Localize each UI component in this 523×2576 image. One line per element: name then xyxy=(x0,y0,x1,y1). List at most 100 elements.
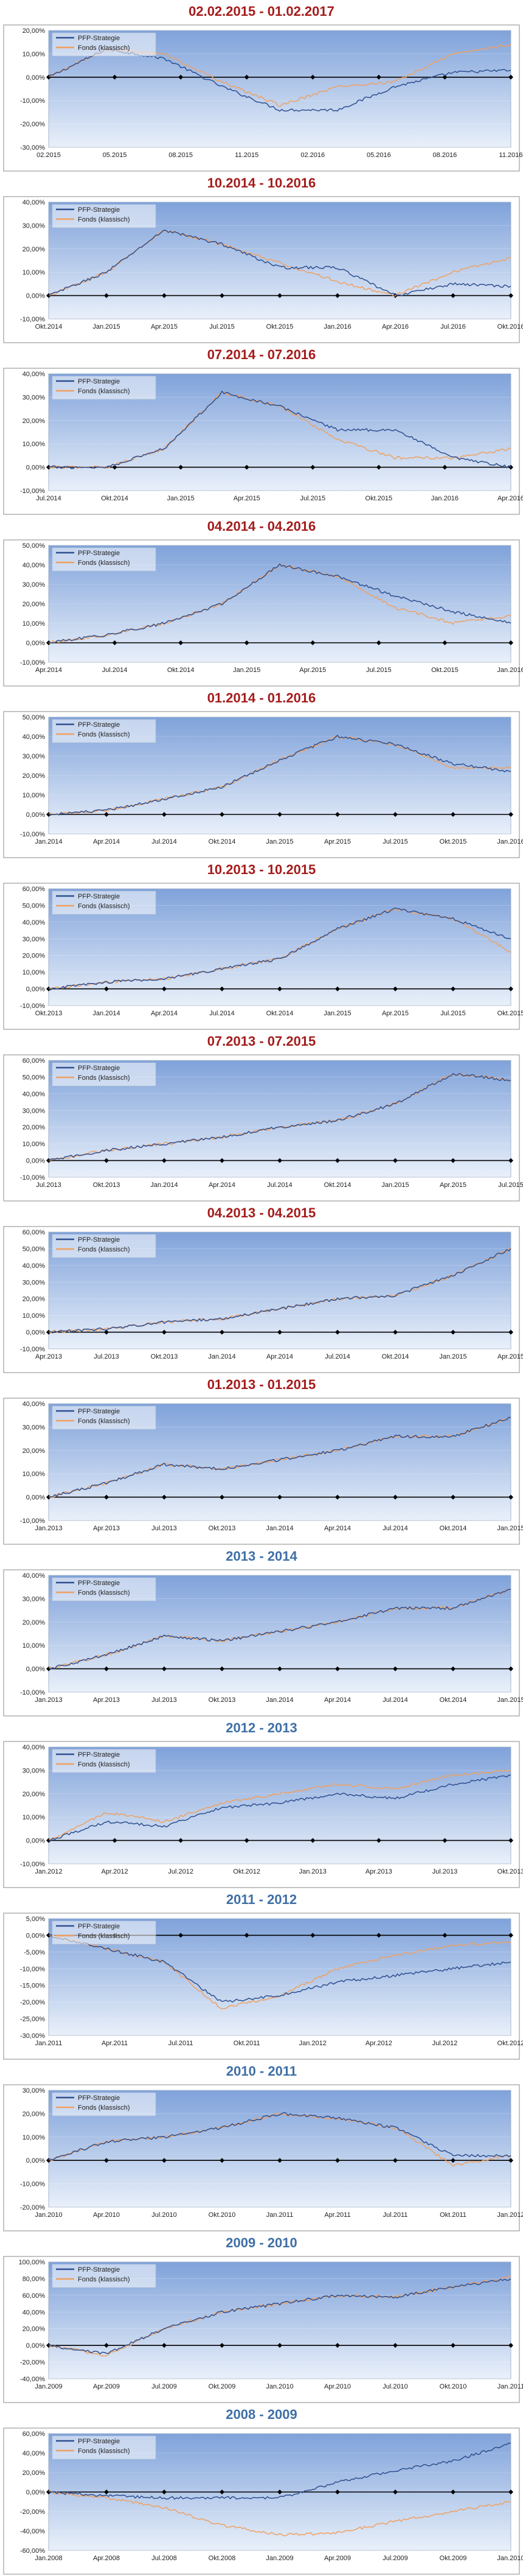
x-tick-marker xyxy=(451,293,455,298)
chart-panel: 2012 - 2013 40,00% 30,00% 20,00% 10,00% 0,00%… xyxy=(0,1717,523,1888)
x-tick-marker xyxy=(220,293,224,298)
line-chart: 40,00%30,00%20,00%10,00%0,00%-10,00%Jan.… xyxy=(3,1569,523,1717)
x-tick-label: Jan.2012 xyxy=(497,2211,523,2219)
plot-area xyxy=(48,1746,511,1864)
y-tick-label: -10,00% xyxy=(20,1346,45,1353)
legend-label: Fonds (klassisch) xyxy=(78,1074,130,1082)
y-tick-label: -15,00% xyxy=(20,1983,45,1990)
x-tick-marker xyxy=(112,640,117,645)
y-tick-label: 30,00% xyxy=(23,222,46,229)
y-tick-label: 0,00% xyxy=(26,986,45,993)
y-tick-label: 40,00% xyxy=(23,1572,46,1580)
line-chart: 60,00% 50,00% 40,00% 30,00% 20,00% 10,00% 0,00… xyxy=(3,1054,523,1202)
line-chart: 40,00%30,00%20,00%10,00%0,00%-10,00%Jan.… xyxy=(3,1741,523,1888)
series-line-strategy xyxy=(48,563,511,644)
x-tick-marker xyxy=(104,1329,109,1335)
line-chart: 40,00%30,00%20,00%10,00%0,00%-10,00%Okt.… xyxy=(3,196,523,343)
x-tick-label: Jan.2008 xyxy=(35,2555,62,2562)
x-tick-label: Apr.2015 xyxy=(324,838,351,845)
x-tick-marker xyxy=(442,1838,448,1843)
y-tick-label: 10,00% xyxy=(23,969,46,976)
legend: PFP-Strategie Fonds (klassisch) xyxy=(52,1920,156,1945)
x-tick-marker xyxy=(277,1158,282,1163)
x-tick-label: Apr.2015 xyxy=(234,495,260,502)
x-tick-label: Okt.2013 xyxy=(209,1525,236,1532)
legend-box xyxy=(52,376,156,400)
x-tick-marker xyxy=(277,293,282,298)
series-line-strategy xyxy=(48,1416,511,1497)
x-tick-label: Apr.2010 xyxy=(324,2383,351,2390)
y-tick-label: 30,00% xyxy=(23,936,46,943)
x-tick-label: Apr.2014 xyxy=(93,838,120,845)
line-chart: 5,00% 0,00% -5,00% -10,00% -15,00% -20,00% -25… xyxy=(3,1913,523,2060)
x-tick-label: Jul.2013 xyxy=(94,1353,119,1360)
x-tick-marker xyxy=(178,74,184,80)
x-tick-label: Okt.2014 xyxy=(35,323,63,331)
y-tick-label: -10,00% xyxy=(20,1689,45,1696)
x-tick-marker xyxy=(220,2490,224,2494)
x-tick-label: Okt.2013 xyxy=(93,1181,120,1189)
x-tick-label: Jan.2015 xyxy=(497,1525,523,1532)
y-tick-label: 50,00% xyxy=(23,1245,46,1253)
y-tick-label: 40,00% xyxy=(23,1744,46,1751)
y-tick-label: 10,00% xyxy=(23,51,46,58)
x-tick-marker xyxy=(220,1158,224,1163)
x-tick-marker xyxy=(451,1494,455,1500)
line-chart: 60,00% 40,00% 20,00% 0,00% -20,00% -40,00% -60… xyxy=(3,2427,523,2575)
chart-panel: 10.2014 - 10.2016 40,00% 30,00% 20,00% 10,00… xyxy=(0,172,523,343)
x-tick-marker xyxy=(376,1933,381,1938)
x-tick-marker xyxy=(393,1329,398,1335)
x-tick-marker xyxy=(104,1494,109,1500)
x-tick-label: Jan.2014 xyxy=(266,1696,293,1704)
x-tick-label: 11.2016 xyxy=(499,152,523,159)
x-tick-label: Jan.2014 xyxy=(150,1181,178,1189)
y-tick-label: -10,00% xyxy=(20,488,45,495)
legend-label: Fonds (klassisch) xyxy=(78,216,130,223)
y-tick-label: 30,00% xyxy=(23,1595,46,1603)
x-tick-marker xyxy=(508,1329,513,1335)
x-tick-label: Okt.2011 xyxy=(234,2040,260,2047)
y-tick-label: 40,00% xyxy=(23,562,46,569)
chart-panel: 2010 - 2011 30,00% 20,00% 10,00% 0,00% -10,00… xyxy=(0,2060,523,2231)
y-tick-label: 30,00% xyxy=(23,1279,46,1286)
x-tick-label: Jan.2015 xyxy=(497,1696,523,1704)
legend-label: PFP-Strategie xyxy=(78,721,120,729)
y-tick-label: 20,00% xyxy=(23,1296,46,1303)
x-tick-label: Apr.2013 xyxy=(365,1868,392,1875)
y-tick-label: -10,00% xyxy=(20,1861,45,1868)
line-chart: 60,00% 50,00% 40,00% 30,00% 20,00% 10,00% 0,00… xyxy=(3,883,523,1030)
x-tick-label: Apr.2014 xyxy=(209,1181,235,1189)
y-tick-label: 10,00% xyxy=(23,792,46,799)
legend: PFP-Strategie Fonds (klassisch) xyxy=(52,2092,156,2116)
x-tick-label: Jan.2009 xyxy=(266,2555,293,2562)
legend-label: Fonds (klassisch) xyxy=(78,1589,130,1597)
x-tick-label: Jul.2014 xyxy=(325,1353,350,1360)
y-tick-label: 100,00% xyxy=(19,2259,46,2266)
legend-label: PFP-Strategie xyxy=(78,35,120,42)
chart-title: 2009 - 2010 xyxy=(226,2235,297,2250)
x-tick-label: Jul.2013 xyxy=(432,1868,458,1875)
x-tick-marker xyxy=(244,74,249,80)
x-tick-label: Jan.2014 xyxy=(35,838,62,845)
y-tick-label: 0,00% xyxy=(26,74,45,82)
x-tick-marker xyxy=(178,1933,184,1938)
x-tick-label: Okt.2014 xyxy=(440,1525,467,1532)
y-tick-label: -30,00% xyxy=(20,2032,45,2040)
x-tick-label: Okt.2014 xyxy=(266,1010,294,1017)
y-tick-label: 0,00% xyxy=(26,293,45,300)
y-tick-label: 0,00% xyxy=(26,1666,45,1673)
x-tick-label: Okt.2015 xyxy=(266,323,294,331)
legend-box xyxy=(52,2435,156,2460)
x-tick-label: Jan.2013 xyxy=(35,1696,62,1704)
series-line-strategy xyxy=(48,1774,511,1842)
legend: PFP-Strategie Fonds (klassisch) xyxy=(52,1234,156,1258)
x-tick-marker xyxy=(220,2343,224,2348)
x-tick-label: Jan.2009 xyxy=(35,2383,62,2390)
y-tick-label: 10,00% xyxy=(23,620,46,628)
x-tick-marker xyxy=(220,1329,224,1335)
x-tick-label: Jan.2012 xyxy=(299,2040,327,2047)
x-tick-label: Jan.2014 xyxy=(266,1525,293,1532)
y-tick-label: -10,00% xyxy=(20,831,45,838)
y-tick-label: 20,00% xyxy=(23,418,46,425)
x-tick-label: Apr.2008 xyxy=(93,2555,120,2562)
